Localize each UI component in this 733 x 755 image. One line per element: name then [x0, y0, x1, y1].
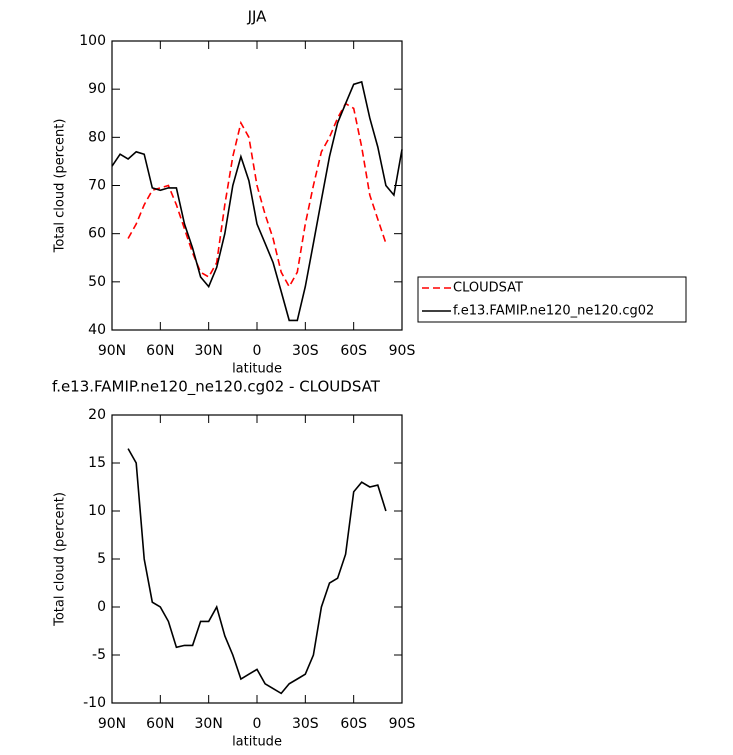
x-tick-label: 60S [340, 343, 367, 359]
y-tick-label: 60 [88, 226, 106, 242]
x-tick-label: 30S [292, 343, 319, 359]
legend-label: f.e13.FAMIP.ne120_ne120.cg02 [453, 304, 654, 319]
x-tick-label: 0 [253, 343, 262, 359]
y-tick-label: 70 [88, 178, 106, 194]
y-axis-label: Total cloud (percent) [53, 119, 68, 254]
y-axis-label: Total cloud (percent) [53, 492, 68, 627]
x-tick-label: 90S [389, 343, 416, 359]
legend-box [417, 276, 687, 323]
x-axis-label: latitude [232, 362, 282, 377]
y-tick-label: -10 [83, 695, 106, 711]
chart-title: f.e13.FAMIP.ne120_ne120.cg02 - CLOUDSAT [52, 378, 381, 397]
data-line [127, 102, 387, 289]
x-tick-label: 90N [98, 343, 126, 359]
chart-title: JJA [247, 8, 268, 26]
y-tick-label: 20 [88, 407, 106, 423]
x-tick-label: 30N [195, 343, 223, 359]
x-tick-label: 30N [195, 716, 223, 732]
y-tick-label: 10 [88, 503, 106, 519]
y-tick-label: 0 [97, 599, 106, 615]
x-tick-label: 0 [253, 716, 262, 732]
x-tick-label: 30S [292, 716, 319, 732]
x-tick-label: 60N [146, 343, 174, 359]
y-tick-label: 40 [88, 322, 106, 338]
x-tick-label: 90N [98, 716, 126, 732]
x-axis-label: latitude [232, 735, 282, 750]
data-line [127, 448, 387, 695]
y-tick-label: 90 [88, 81, 106, 97]
y-tick-label: 100 [79, 33, 106, 49]
y-tick-label: 50 [88, 274, 106, 290]
x-tick-label: 60S [340, 716, 367, 732]
y-tick-label: 80 [88, 129, 106, 145]
y-tick-label: 15 [88, 455, 106, 471]
x-tick-label: 90S [389, 716, 416, 732]
plot-frame [111, 414, 403, 704]
y-tick-label: -5 [92, 647, 106, 663]
x-tick-label: 60N [146, 716, 174, 732]
y-tick-label: 5 [97, 551, 106, 567]
legend-label: CLOUDSAT [453, 281, 523, 296]
data-line [111, 80, 403, 322]
